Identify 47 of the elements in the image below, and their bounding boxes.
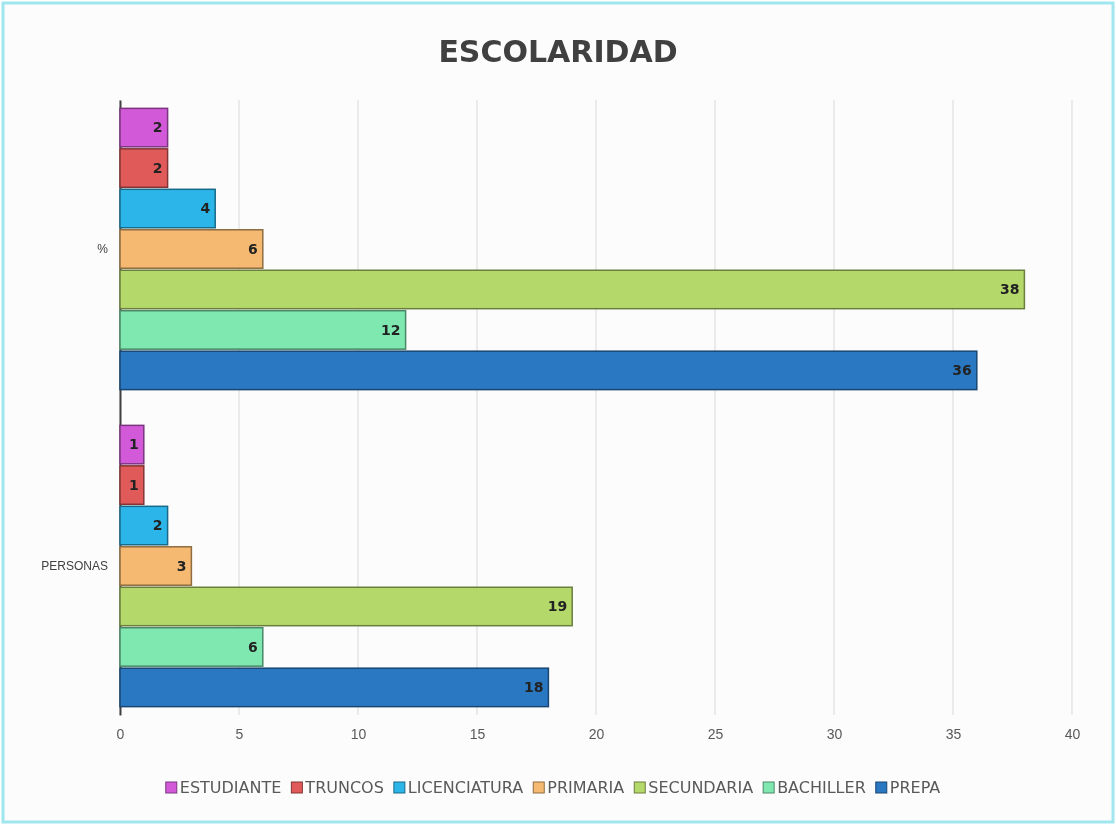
bar	[119, 269, 1026, 310]
bar	[119, 309, 407, 350]
data-label: 38	[999, 281, 1020, 298]
bar	[119, 626, 264, 667]
x-tick-label: 30	[826, 725, 843, 742]
bar	[119, 586, 573, 627]
x-tick-label: 40	[1064, 725, 1081, 742]
bar	[119, 229, 264, 269]
x-tick-label: 10	[350, 725, 367, 742]
data-label: 2	[152, 517, 163, 534]
y-tick-label: %	[97, 241, 109, 256]
data-label: 12	[381, 321, 401, 338]
bar	[119, 148, 169, 189]
x-tick-label: 20	[588, 725, 605, 742]
bar	[119, 465, 145, 506]
legend-label: PRIMARIA	[547, 778, 625, 797]
bar	[119, 505, 169, 546]
data-label: 4	[200, 200, 211, 217]
data-label: 19	[547, 598, 568, 615]
data-label: 36	[952, 362, 972, 379]
data-label: 6	[248, 638, 258, 655]
data-label: 18	[523, 679, 544, 696]
legend-label: TRUNCOS	[304, 778, 384, 797]
x-tick-label: 25	[707, 725, 724, 742]
bar	[119, 107, 169, 148]
data-label: 1	[129, 476, 139, 493]
legend-label: LICENCIATURA	[407, 778, 524, 797]
x-tick-label: 5	[235, 725, 244, 742]
bar	[119, 546, 193, 586]
x-tick-label: 15	[469, 725, 486, 742]
bar	[119, 667, 550, 708]
legend-label: PREPA	[889, 778, 941, 797]
y-tick-label: PERSONAS	[41, 558, 108, 573]
data-label: 1	[129, 436, 139, 453]
data-label: 3	[176, 557, 187, 574]
chart-title: ESCOLARIDAD	[438, 34, 678, 69]
legend-label: ESTUDIANTE	[179, 778, 282, 797]
bar	[119, 350, 978, 391]
bar	[119, 424, 145, 465]
data-label: 2	[152, 119, 163, 136]
legend-label: SECUNDARIA	[648, 778, 754, 797]
data-label: 2	[152, 159, 163, 176]
x-tick-label: 35	[945, 725, 962, 742]
data-label: 6	[248, 240, 258, 257]
legend-label: BACHILLER	[777, 778, 866, 797]
bar	[119, 188, 216, 229]
x-tick-label: 0	[116, 725, 125, 742]
